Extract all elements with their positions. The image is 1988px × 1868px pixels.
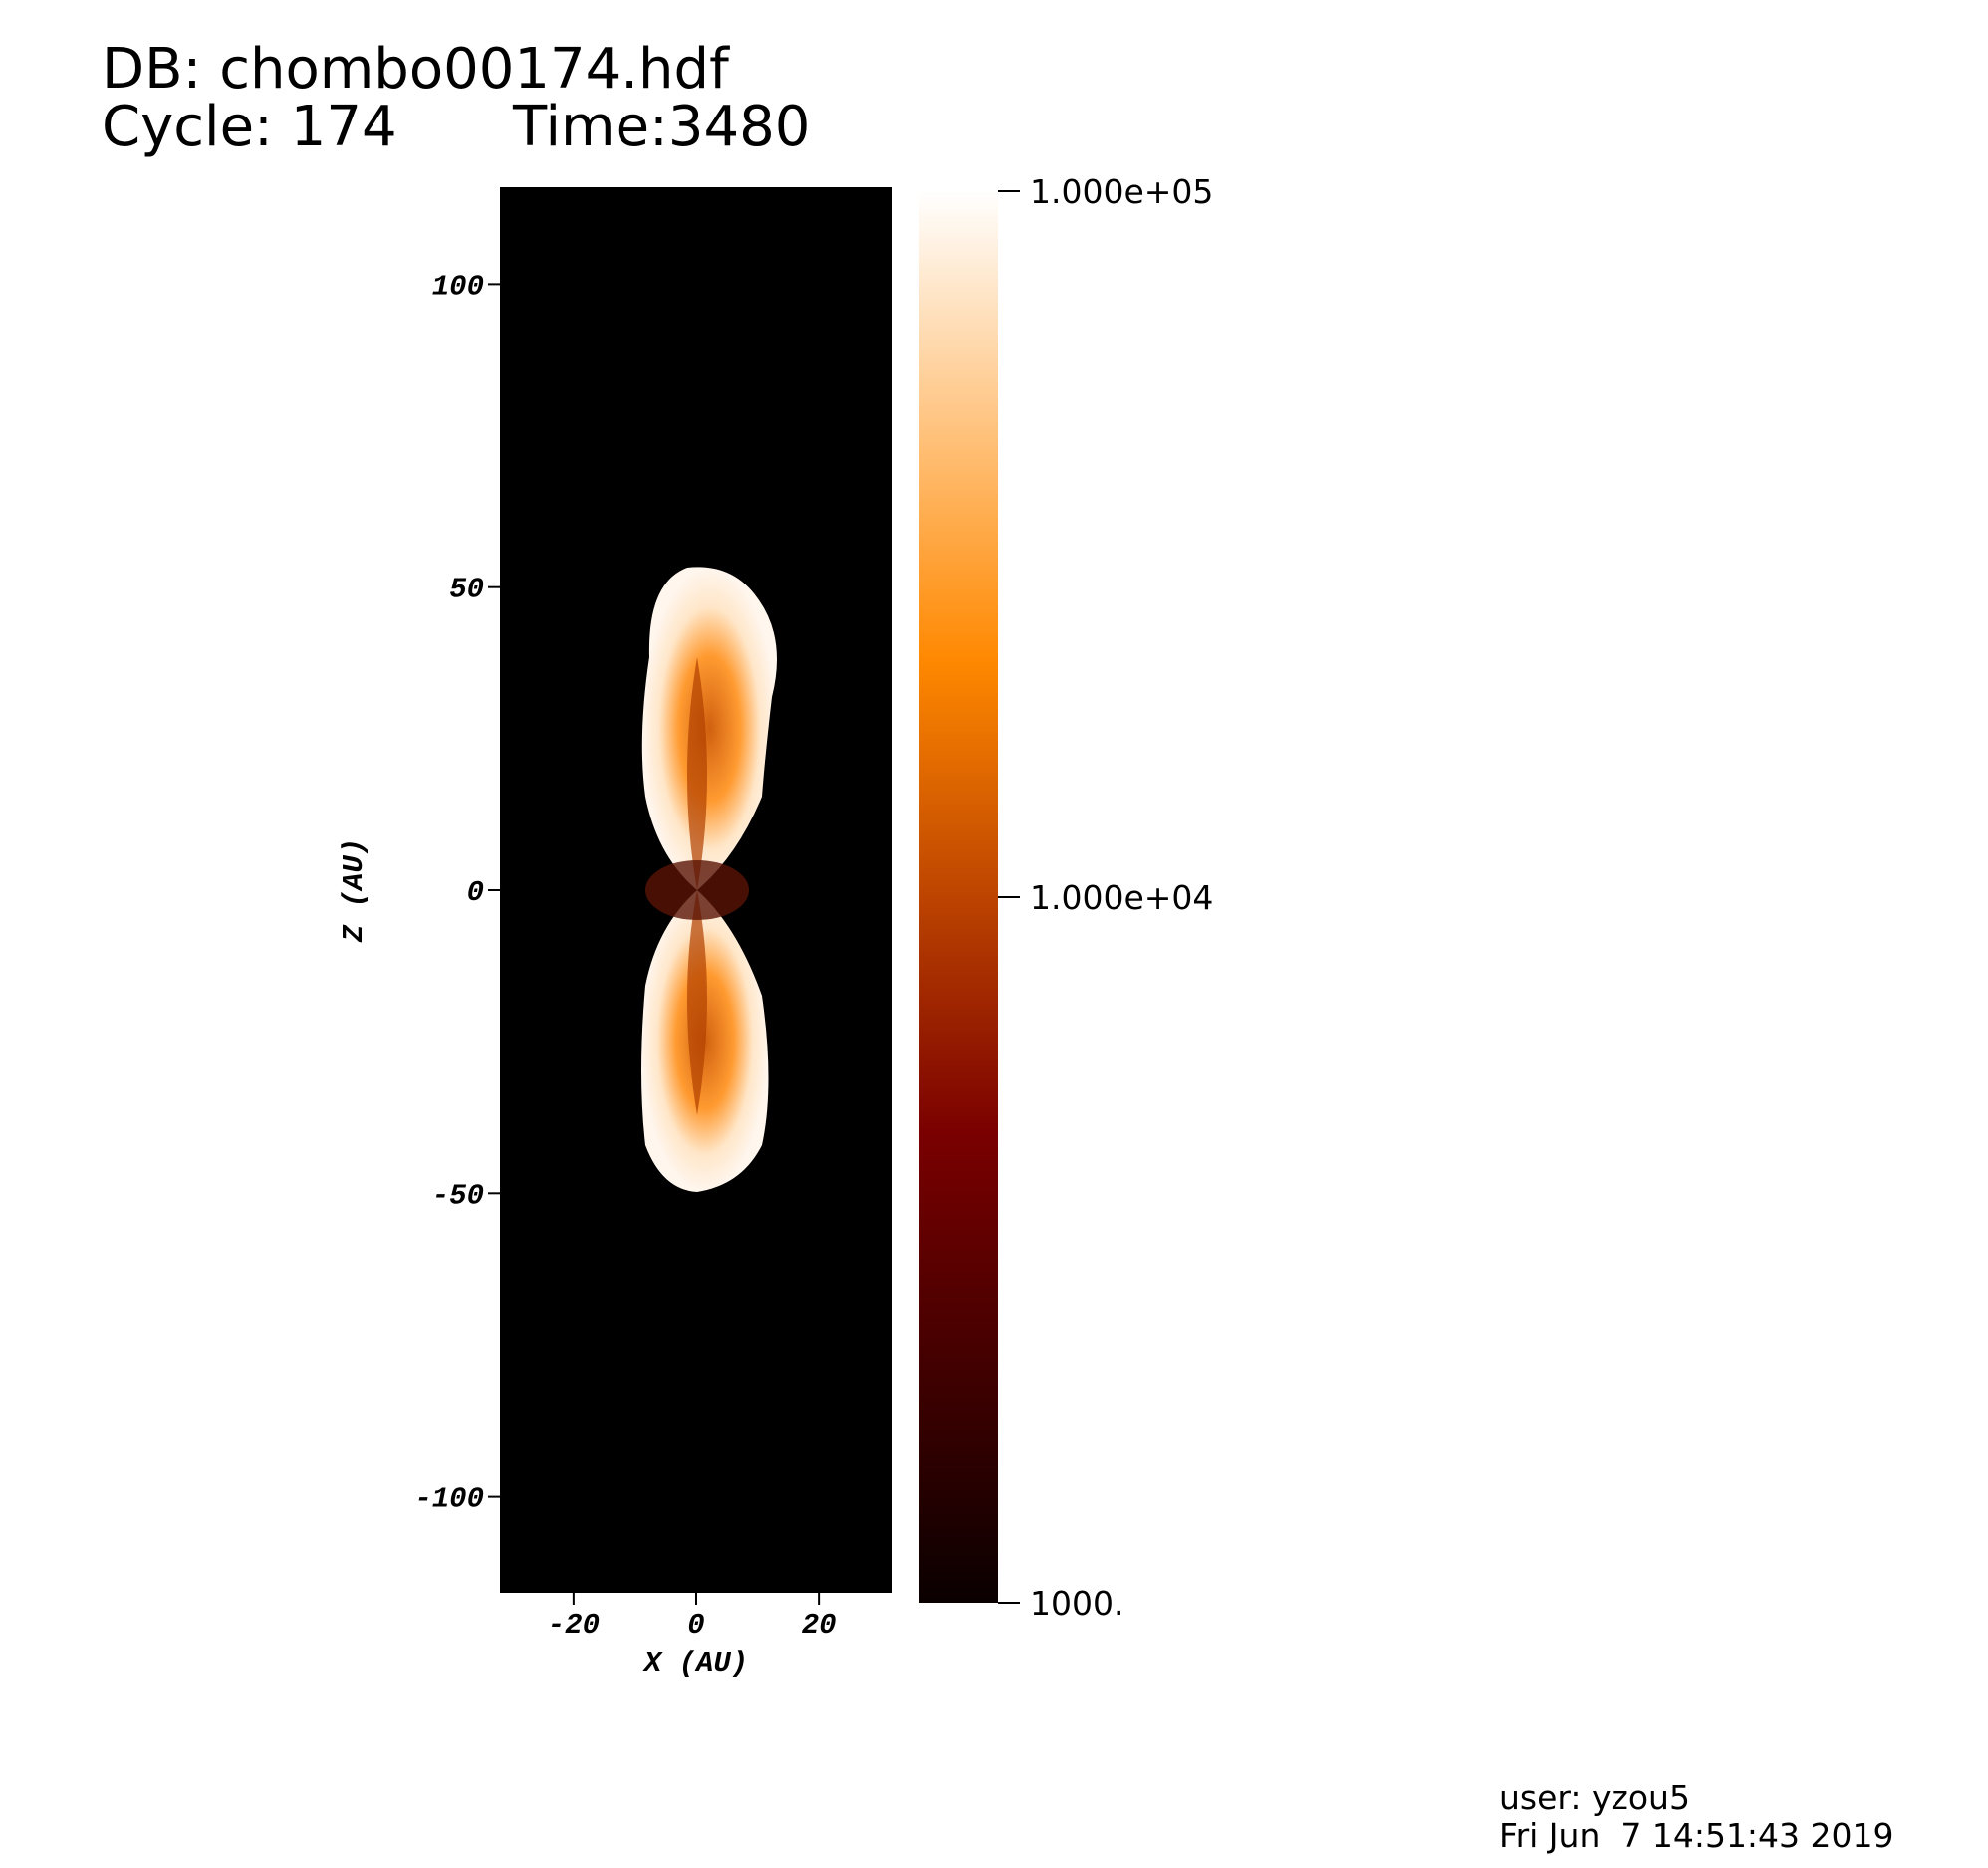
plot-area <box>500 187 892 1593</box>
colorbar-tick-label: 1.000e+05 <box>1030 172 1213 211</box>
x-tick-label: -20 <box>548 1609 600 1642</box>
colorbar <box>919 191 998 1603</box>
x-tick-label: 20 <box>802 1609 837 1642</box>
colorbar-tick-label: 1000. <box>1030 1584 1123 1623</box>
y-tick-label: 50 <box>449 574 484 606</box>
footer-user: user: yzou5 <box>1499 1778 1690 1817</box>
y-tick-label: 0 <box>467 876 484 909</box>
colorbar-tick-label: 1.000e+04 <box>1030 878 1213 917</box>
title-time: Time:3480 <box>512 95 810 159</box>
title-cycle: Cycle: 174 <box>102 95 397 159</box>
y-tick-label: -100 <box>414 1483 484 1516</box>
y-tick-label: 100 <box>432 270 484 303</box>
x-tick-label: 0 <box>687 1609 704 1642</box>
footer-date: Fri Jun 7 14:51:43 2019 <box>1499 1816 1894 1855</box>
title-db: DB: chombo00174.hdf <box>102 37 730 102</box>
y-axis-label: Z (AU) <box>338 838 371 943</box>
y-tick-label: -50 <box>432 1179 484 1212</box>
x-axis-label: X (AU) <box>642 1647 748 1680</box>
plume-image <box>641 567 777 1192</box>
